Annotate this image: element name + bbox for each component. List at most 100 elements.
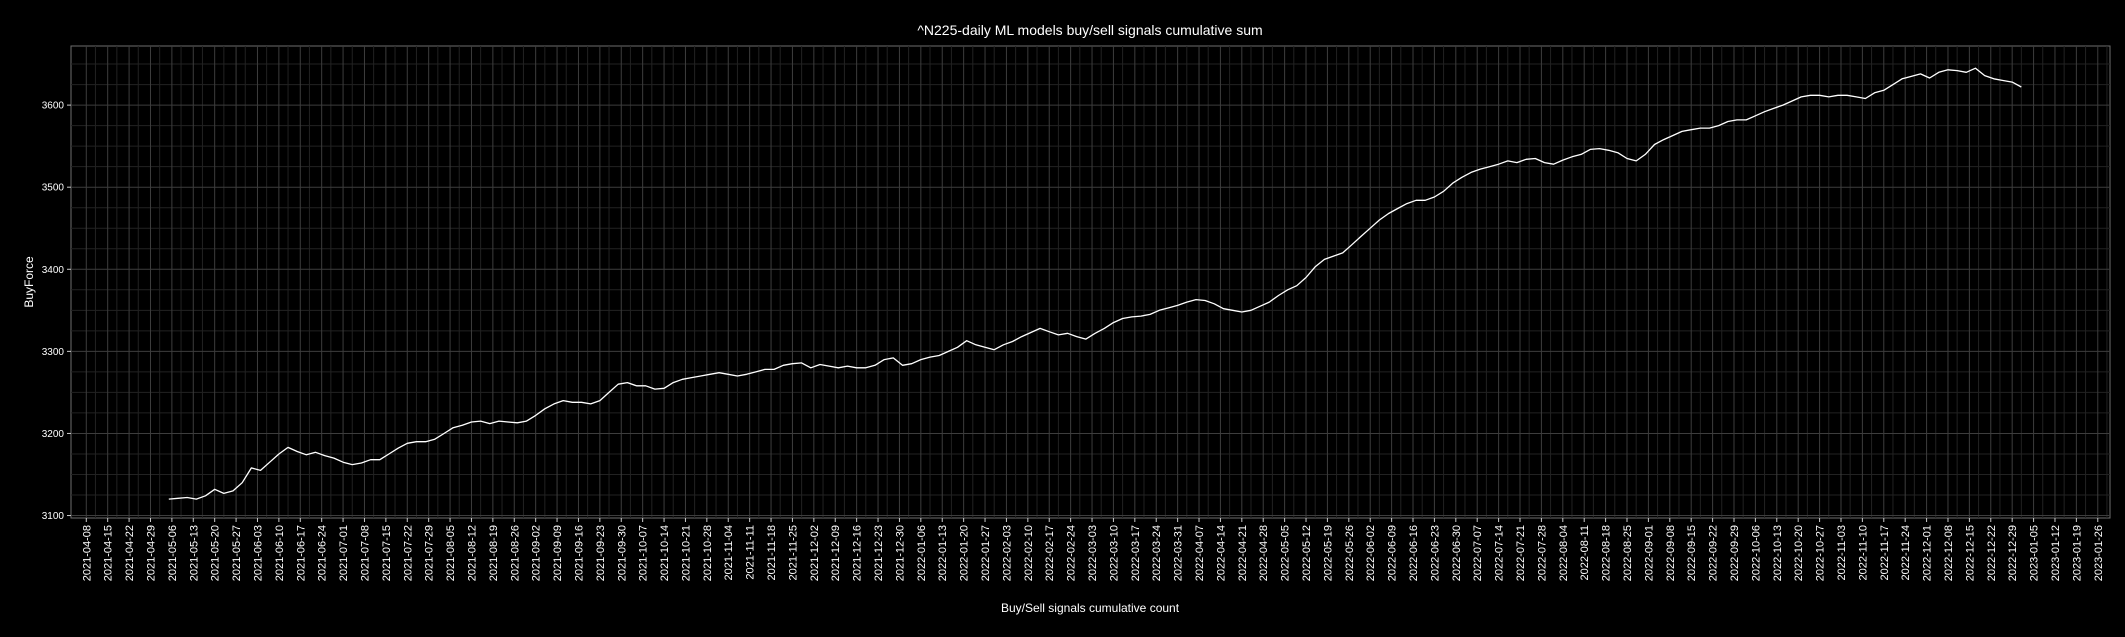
x-tick-label: 2022-09-01 [1643,525,1655,581]
x-tick-label: 2022-09-22 [1708,525,1720,581]
x-tick-label: 2022-01-27 [980,525,992,581]
x-tick-label: 2021-12-09 [830,525,842,581]
y-tick-label: 3400 [42,265,65,276]
x-tick-label: 2022-03-24 [1151,525,1163,581]
series-layer [168,67,2022,500]
x-tick-label: 2022-12-15 [1964,525,1976,581]
x-tick-label: 2022-05-19 [1322,525,1334,581]
x-tick-label: 2021-07-08 [359,525,371,581]
x-tick-label: 2022-11-17 [1879,525,1891,580]
x-tick-label: 2021-12-02 [809,525,821,581]
x-tick-label: 2023-01-12 [2050,525,2062,581]
x-tick-label: 2021-07-15 [381,525,393,581]
x-tick-label: 2022-02-17 [1044,525,1056,581]
x-tick-label: 2021-06-10 [274,525,286,581]
x-tick-label: 2022-01-13 [937,525,949,581]
x-tick-label: 2022-06-23 [1429,525,1441,581]
x-tick-label: 2022-04-07 [1194,525,1206,581]
y-tick-label: 3500 [42,183,65,194]
y-axis-label: BuyForce [22,256,36,308]
x-tick-label: 2022-01-20 [959,525,971,581]
x-tick-label: 2021-07-22 [402,525,414,581]
x-tick-label: 2021-04-15 [103,525,115,581]
x-tick-label: 2021-07-01 [338,525,350,581]
x-tick-label: 2021-10-28 [702,525,714,581]
x-tick-label: 2021-12-30 [894,525,906,581]
x-tick-label: 2022-02-10 [1023,525,1035,581]
series-line [168,67,2022,500]
x-tick-label: 2022-08-18 [1601,525,1613,581]
x-tick-label: 2022-12-01 [1922,525,1934,581]
x-tick-label: 2023-01-05 [2029,525,2041,581]
x-tick-label: 2022-10-13 [1772,525,1784,581]
x-tick-label: 2022-04-21 [1237,525,1249,581]
x-tick-label: 2021-06-03 [252,525,264,581]
x-tick-label: 2022-09-08 [1665,525,1677,581]
x-tick-label: 2021-10-07 [638,525,650,581]
x-tick-label: 2022-10-20 [1793,525,1805,581]
x-tick-label: 2023-01-19 [2071,525,2083,581]
major-gridlines [71,46,2110,518]
x-tick-label: 2022-12-22 [1986,525,1998,581]
x-tick-label: 2021-12-16 [852,525,864,581]
x-tick-label: 2021-11-18 [766,525,778,580]
minor-gridlines [71,46,2110,518]
x-tick-label: 2021-11-11 [745,525,757,580]
x-tick-label: 2022-12-08 [1943,525,1955,581]
x-axis-label: Buy/Sell signals cumulative count [1001,601,1180,615]
x-tick-label: 2022-01-06 [916,525,928,581]
x-tick-label: 2021-08-12 [466,525,478,581]
x-tick-label: 2022-02-24 [1066,525,1078,581]
x-tick-labels: 2021-04-08 2021-04-15 2021-04-22 2021-04-29… [81,518,2105,581]
x-tick-label: 2022-07-14 [1494,525,1506,581]
x-tick-label: 2021-09-30 [616,525,628,581]
x-tick-label: 2022-06-30 [1451,525,1463,581]
y-tick-label: 3100 [42,511,65,522]
x-tick-label: 2023-01-26 [2093,525,2105,581]
y-tick-label: 3600 [42,101,65,112]
x-tick-label: 2022-11-03 [1836,525,1848,580]
x-tick-label: 2022-03-03 [1087,525,1099,581]
x-tick-label: 2021-04-22 [124,525,136,581]
x-tick-label: 2021-12-23 [873,525,885,581]
x-tick-label: 2022-02-03 [1001,525,1013,581]
x-tick-label: 2022-12-29 [2007,525,2019,581]
x-tick-label: 2022-08-04 [1558,525,1570,581]
x-tick-label: 2021-09-16 [573,525,585,581]
x-tick-label: 2022-03-10 [1108,525,1120,581]
x-tick-label: 2022-10-27 [1815,525,1827,581]
x-tick-label: 2021-06-17 [295,525,307,581]
x-tick-label: 2021-11-25 [787,525,799,580]
x-tick-label: 2022-05-12 [1301,525,1313,581]
x-tick-label: 2022-07-28 [1536,525,1548,581]
x-tick-label: 2021-08-19 [488,525,500,581]
x-tick-label: 2022-08-11 [1579,525,1591,580]
x-tick-label: 2022-04-14 [1215,525,1227,581]
x-tick-label: 2021-05-06 [167,525,179,581]
y-tick-labels: 3100 3200 3300 3400 3500 3600 [42,101,71,522]
x-tick-label: 2021-09-09 [552,525,564,581]
x-tick-label: 2022-11-24 [1900,525,1912,580]
x-tick-label: 2022-05-05 [1280,525,1292,581]
x-tick-label: 2021-09-02 [531,525,543,581]
x-tick-label: 2022-04-28 [1258,525,1270,581]
x-tick-label: 2021-07-29 [424,525,436,581]
x-tick-label: 2022-07-21 [1515,525,1527,581]
x-tick-label: 2021-05-20 [210,525,222,581]
x-tick-label: 2022-07-07 [1472,525,1484,581]
x-tick-label: 2021-05-13 [188,525,200,581]
x-tick-label: 2021-08-05 [445,525,457,581]
x-tick-label: 2021-08-26 [509,525,521,581]
x-tick-label: 2022-08-25 [1622,525,1634,581]
x-tick-label: 2021-04-29 [145,525,157,581]
x-tick-label: 2022-11-10 [1857,525,1869,580]
x-tick-label: 2022-10-06 [1750,525,1762,581]
plot-area [70,45,2111,519]
x-tick-label: 2022-09-29 [1729,525,1741,581]
x-tick-label: 2021-04-08 [81,525,93,581]
y-tick-label: 3300 [42,347,65,358]
x-tick-label: 2022-05-26 [1344,525,1356,581]
x-tick-label: 2021-11-04 [723,525,735,580]
x-tick-label: 2022-06-09 [1387,525,1399,581]
